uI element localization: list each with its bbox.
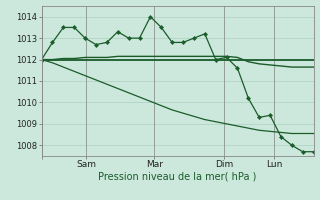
X-axis label: Pression niveau de la mer( hPa ): Pression niveau de la mer( hPa ) <box>99 172 257 182</box>
